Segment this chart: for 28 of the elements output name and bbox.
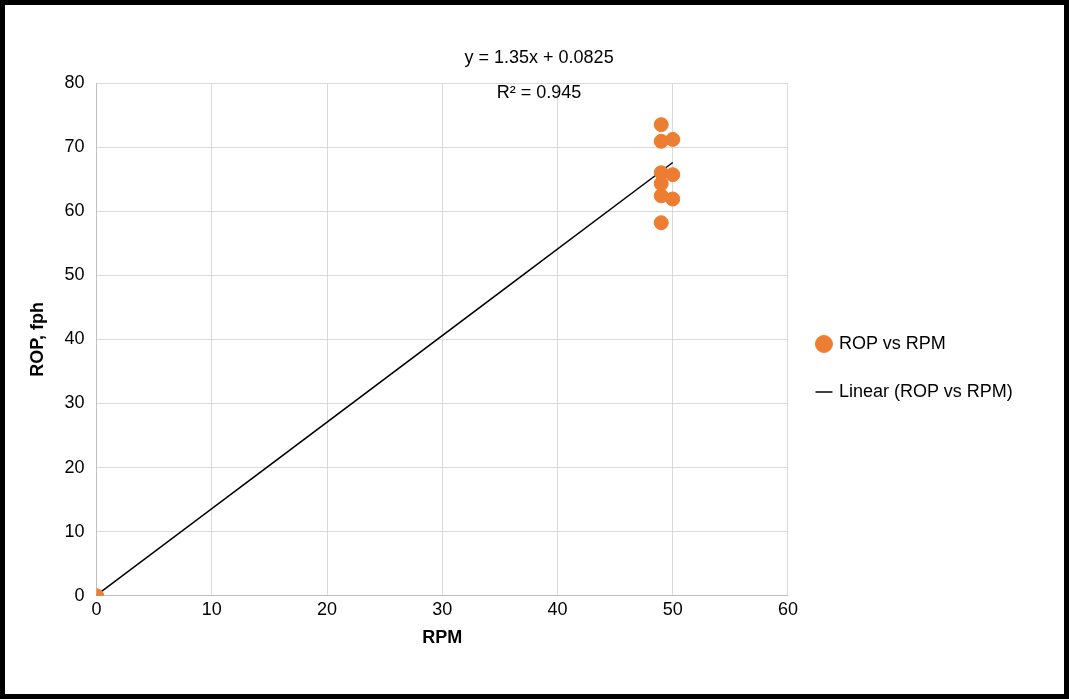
- annotation: R² = 0.945: [496, 81, 582, 102]
- y-tick-label: 0: [74, 584, 85, 605]
- point: [653, 117, 669, 133]
- x-axis-title: RPM: [422, 627, 463, 648]
- point: [653, 188, 669, 204]
- point: [653, 215, 669, 231]
- point: [665, 131, 681, 147]
- point: [665, 191, 681, 207]
- x-tick-label: 60: [777, 598, 798, 619]
- x-tick-label: 20: [317, 598, 338, 619]
- y-axis-title: ROP, fph: [26, 302, 47, 377]
- x-tick-label: 10: [201, 598, 222, 619]
- legend-label: Linear (ROP vs RPM): [838, 380, 1013, 401]
- y-tick-label: 60: [64, 200, 85, 221]
- y-tick-label: 50: [64, 264, 85, 285]
- y-tick-label: 20: [64, 456, 85, 477]
- y-tick-label: 80: [64, 71, 85, 92]
- y-tick-label: 70: [64, 136, 85, 157]
- point: [665, 167, 681, 183]
- text: y = 1.35x + 0.0825: [464, 46, 614, 67]
- legend-label: ROP vs RPM: [838, 332, 946, 353]
- x-tick-label: 50: [662, 598, 683, 619]
- x-tick-label: 30: [432, 598, 453, 619]
- y-tick-label: 40: [64, 328, 85, 349]
- y-tick-label: 30: [64, 392, 85, 413]
- x-tick-label: 0: [91, 598, 102, 619]
- x-tick-label: 40: [547, 598, 568, 619]
- y-tick-label: 10: [64, 520, 85, 541]
